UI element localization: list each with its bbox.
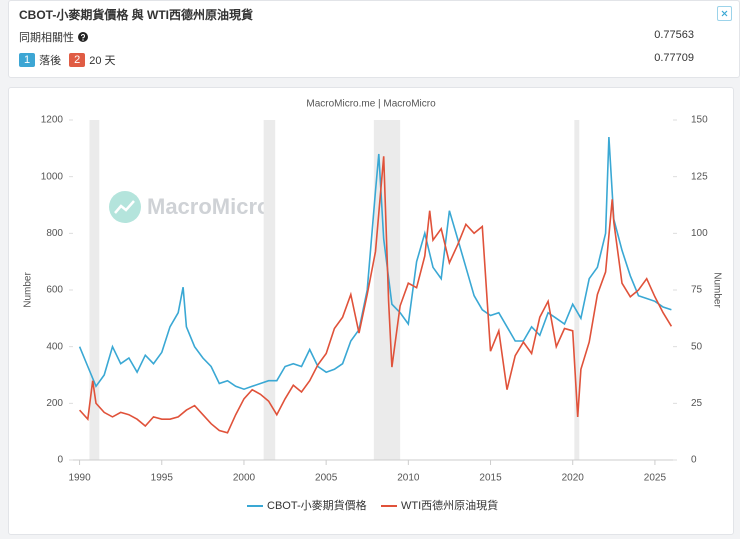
- correlation-row: 同期相關性: [19, 29, 88, 45]
- y2-tick-label: 100: [691, 228, 708, 239]
- x-tick-label: 1990: [68, 473, 91, 484]
- x-tick-label: 2005: [315, 473, 338, 484]
- close-button[interactable]: [717, 6, 732, 21]
- badge[interactable]: 1: [19, 53, 36, 67]
- badge[interactable]: 2: [69, 53, 86, 67]
- y-tick-label: 1200: [41, 115, 64, 126]
- x-tick-label: 2015: [479, 473, 502, 484]
- y2-axis-label: Number: [711, 272, 722, 308]
- y2-tick-label: 125: [691, 171, 708, 182]
- x-tick-label: 2000: [233, 473, 256, 484]
- summary-card: CBOT-小麥期貨價格 與 WTI西德州原油現貨 同期相關性 0.77563 1…: [8, 0, 740, 78]
- series-line: [78, 136, 672, 391]
- title: CBOT-小麥期貨價格 與 WTI西德州原油現貨: [19, 8, 253, 22]
- x-tick-label: 2025: [644, 473, 667, 484]
- y2-tick-label: 25: [691, 398, 703, 409]
- row-value: 0.77709: [654, 52, 694, 64]
- row-value: 0.77563: [654, 29, 694, 41]
- y-axis-label: Number: [23, 272, 34, 308]
- x-tick-label: 2020: [562, 473, 585, 484]
- y-tick-label: 400: [46, 341, 63, 352]
- y-tick-label: 800: [46, 228, 63, 239]
- watermark: MacroMicro: [147, 194, 270, 219]
- x-tick-label: 1995: [151, 473, 174, 484]
- x-tick-label: 2010: [397, 473, 420, 484]
- y-tick-label: 1000: [41, 171, 64, 182]
- chart-title: MacroMicro.me | MacroMicro: [306, 99, 436, 110]
- legend-label: CBOT-小麥期貨價格: [267, 498, 367, 512]
- y2-tick-label: 75: [691, 285, 703, 296]
- y-tick-label: 0: [57, 455, 63, 466]
- row-text: 20 天: [89, 55, 116, 67]
- y2-tick-label: 50: [691, 341, 703, 352]
- y-tick-label: 600: [46, 285, 63, 296]
- shaded-period: [373, 120, 401, 460]
- watermark-logo: [109, 191, 141, 223]
- chart: MacroMicro.me | MacroMicro MacroMicro Nu…: [23, 99, 723, 512]
- chart-card: MacroMicro.me | MacroMicro MacroMicro Nu…: [8, 87, 734, 535]
- row-text: 落後: [39, 55, 62, 67]
- help-icon[interactable]: [78, 32, 88, 42]
- series-line: [79, 156, 673, 434]
- y2-tick-label: 0: [691, 455, 697, 466]
- row-label: 同期相關性: [19, 32, 74, 44]
- shaded-period: [89, 120, 100, 460]
- close-icon: [721, 10, 728, 17]
- shaded-period: [263, 120, 276, 460]
- lag-row: 1 落後 2 20 天: [19, 52, 116, 68]
- y-tick-label: 200: [46, 398, 63, 409]
- legend-label: WTI西德州原油現貨: [401, 498, 498, 512]
- shaded-period: [574, 120, 580, 460]
- y2-tick-label: 150: [691, 115, 708, 126]
